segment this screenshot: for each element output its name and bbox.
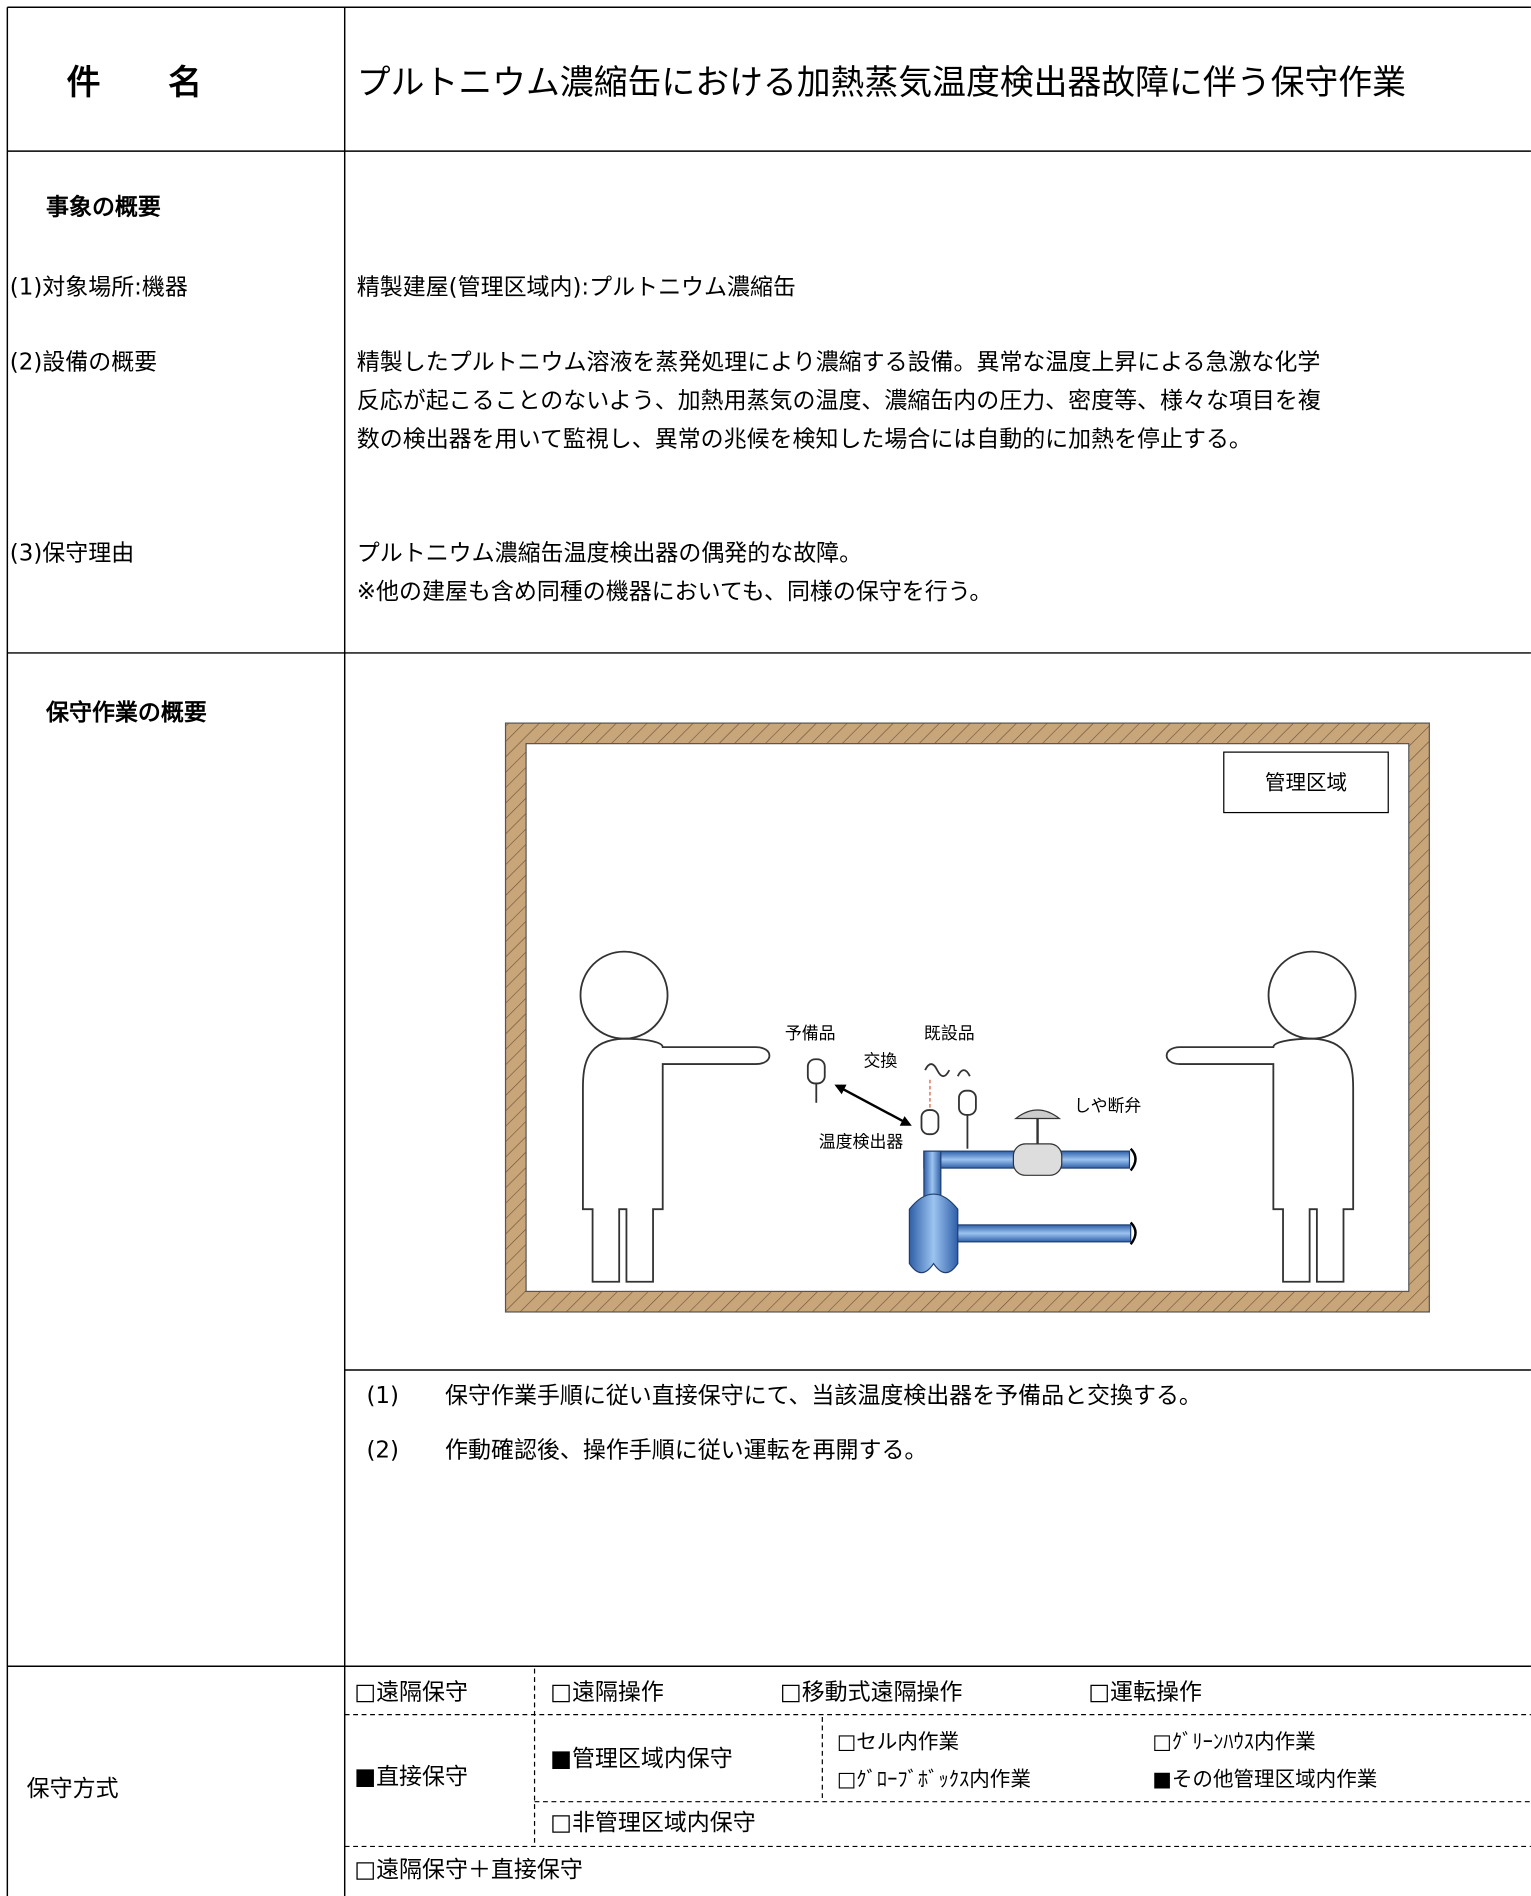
step-text: 保守作業手順に従い直接保守にて、当該温度検出器を予備品と交換する。 [445,1383,1202,1409]
method-option: □ｸﾞﾛｰﾌﾞﾎﾞｯｸｽ内作業 [837,1767,1031,1791]
section-heading: 保守作業の概要 [45,699,207,726]
item-text: ※他の建屋も含め同種の機器においても、同様の保守を行う。 [357,579,993,605]
section-heading: 事象の概要 [46,193,161,220]
method-option: □ｸﾞﾘｰﾝﾊｳｽ内作業 [1152,1729,1315,1753]
item-text: 反応が起こることのないよう、加熱用蒸気の温度、濃縮缶内の圧力、密度等、様々な項目… [357,388,1321,414]
item-text: 精製建屋(管理区域内):プルトニウム濃縮缶 [357,274,796,300]
step-text: 作動確認後、操作手順に従い運転を再開する。 [445,1438,927,1464]
method-option: □遠隔操作 [550,1679,664,1705]
item-label: (1)対象場所:機器 [10,274,188,300]
diagram-label: 予備品 [785,1023,836,1043]
method-option: ■直接保守 [354,1764,468,1790]
diagram-label: しや断弁 [1074,1095,1142,1115]
header-title: プルトニウム濃縮缶における加熱蒸気温度検出器故障に伴う保守作業 [357,63,1406,102]
method-option: □遠隔保守＋直接保守 [354,1857,582,1883]
area-label: 管理区域 [1265,771,1347,795]
method-option: □遠隔保守 [354,1679,468,1705]
item-text: プルトニウム濃縮缶温度検出器の偶発的な故障。 [357,540,862,566]
item-label: (2)設備の概要 [10,349,157,375]
diagram: 管理区域 予備品 既設品 交換 しや断弁 温度検出器 [504,722,1430,1313]
method-label: 保守方式 [27,1776,119,1802]
method-option: □セル内作業 [837,1729,959,1753]
step-number: (2) [366,1438,399,1464]
table-lines [6,6,1531,1896]
method-option: ■その他管理区域内作業 [1152,1767,1377,1791]
method-option: □運転操作 [1088,1679,1202,1705]
diagram-label: 温度検出器 [819,1132,904,1152]
item-text: 精製したプルトニウム溶液を蒸発処理により濃縮する設備。異常な温度上昇による急激な… [357,349,1321,375]
method-option: □移動式遠隔操作 [780,1679,963,1705]
method-option: ■管理区域内保守 [550,1746,732,1772]
method-option: □非管理区域内保守 [550,1810,755,1836]
item-label: (3)保守理由 [10,540,134,566]
diagram-label: 既設品 [924,1023,975,1043]
header-label: 件 名 [67,63,202,102]
item-text: 数の検出器を用いて監視し、異常の兆候を検知した場合には自動的に加熱を停止する。 [357,427,1252,453]
step-number: (1) [366,1383,399,1409]
diagram-label: 交換 [863,1051,897,1071]
